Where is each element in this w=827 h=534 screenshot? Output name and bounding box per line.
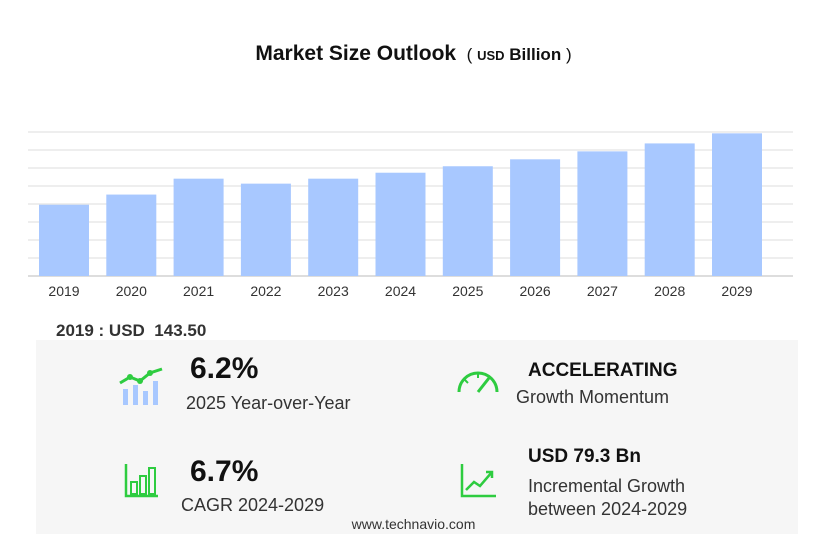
x-tick-label: 2021 — [183, 283, 214, 299]
bar-2022 — [240, 183, 291, 276]
growth-chart-icon — [119, 367, 163, 405]
bar-2028 — [644, 143, 695, 276]
x-tick-label: 2019 — [48, 283, 79, 299]
cagr-label: CAGR 2024-2029 — [181, 495, 325, 515]
x-tick-label: 2026 — [520, 283, 551, 299]
bar-chart: 2019 2020 2021 2022 2023 2024 2025 2026 2027 2028… — [28, 131, 793, 299]
x-tick-label: 2028 — [654, 283, 685, 299]
bar-2027 — [577, 151, 628, 276]
chart-title: Market Size Outlook ( USD Billion ) — [0, 42, 827, 66]
title-currency: USD — [477, 48, 505, 63]
x-tick-label: 2023 — [318, 283, 349, 299]
bar-2019 — [39, 204, 89, 276]
incremental-label-line2: between 2024-2029 — [528, 499, 688, 519]
title-close-paren: ) — [565, 45, 572, 64]
yoy-label: 2025 Year-over-Year — [186, 393, 351, 413]
stats-panel — [36, 340, 798, 534]
x-tick-label: 2022 — [250, 283, 281, 299]
bar-2020 — [106, 194, 157, 276]
bar-2024 — [375, 172, 426, 276]
bar-2023 — [308, 178, 359, 276]
x-tick-label: 2025 — [452, 283, 483, 299]
bar-2021 — [173, 178, 224, 276]
base-value-number: 143.50 — [154, 321, 207, 340]
yoy-value: 6.2% — [190, 352, 259, 385]
cagr-value: 6.7% — [190, 455, 259, 488]
bar-growth-icon — [124, 464, 158, 498]
incremental-value: USD 79.3 Bn — [528, 446, 641, 467]
title-open-paren: ( — [466, 45, 473, 64]
speedometer-icon — [457, 371, 499, 393]
bar-2026 — [510, 159, 561, 276]
x-tick-label: 2024 — [385, 283, 416, 299]
footer-url: www.technavio.com — [351, 516, 476, 532]
bar-2029 — [712, 133, 762, 276]
title-unit: ( USD Billion ) — [462, 45, 572, 64]
x-tick-label: 2020 — [116, 283, 147, 299]
incremental-label-line1: Incremental Growth — [528, 476, 686, 496]
bar-2025 — [442, 166, 493, 276]
trend-up-icon — [460, 464, 496, 498]
x-tick-label: 2029 — [721, 283, 752, 299]
base-value-label: 2019 : USD — [56, 321, 145, 340]
momentum-label: Growth Momentum — [516, 387, 670, 407]
base-value: 2019 : USD 143.50 — [56, 321, 206, 341]
x-tick-label: 2027 — [587, 283, 618, 299]
title-main: Market Size Outlook — [255, 42, 457, 65]
momentum-value: ACCELERATING — [528, 360, 678, 381]
title-unit-word: Billion — [509, 45, 562, 64]
